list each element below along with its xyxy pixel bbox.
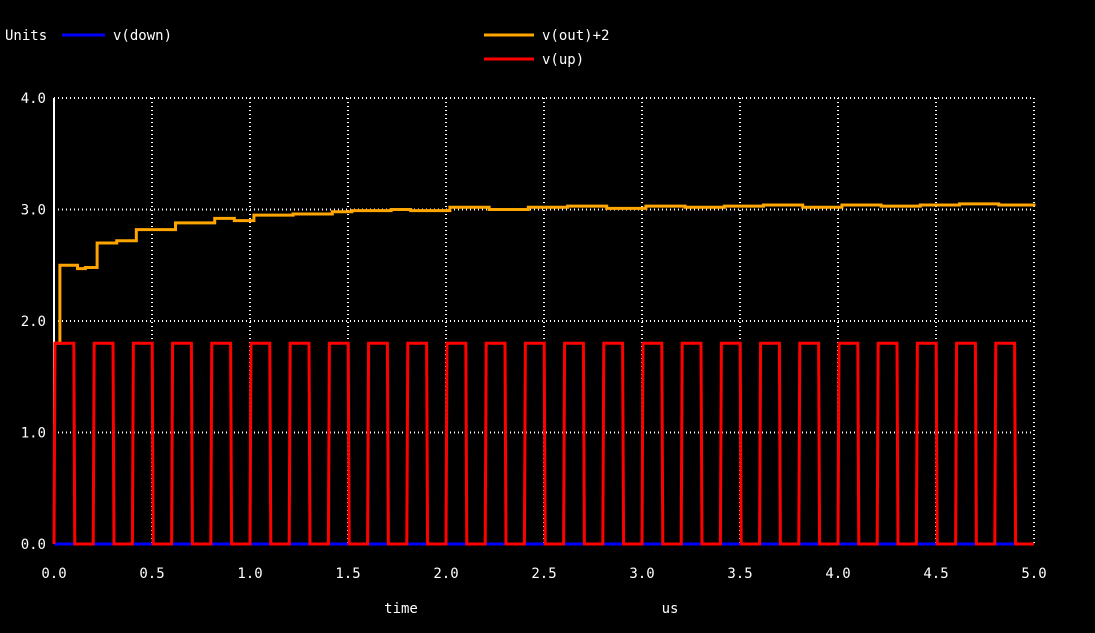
series-line-v-out-2 bbox=[54, 202, 1036, 345]
legend-label-v-up: v(up) bbox=[542, 52, 584, 68]
x-tick-label: 2.5 bbox=[531, 566, 556, 582]
legend-label-v-down: v(down) bbox=[113, 28, 172, 44]
label-layer: Units v(down) v(out)+2 v(up) time us bbox=[5, 28, 678, 617]
x-tick-label: 1.5 bbox=[335, 566, 360, 582]
x-tick-label: 0.0 bbox=[41, 566, 66, 582]
x-tick-label: 4.5 bbox=[923, 566, 948, 582]
y-axis-units-label: Units bbox=[5, 28, 47, 44]
y-tick-label: 0.0 bbox=[21, 537, 46, 553]
series-line-v-up bbox=[52, 341, 1034, 546]
x-axis-unit-label: us bbox=[662, 601, 679, 617]
axis-layer: 0.0 0.5 1.0 1.5 2.0 2.5 3.0 3.5 4.0 4.5 5.0 0.0 1.0 2… bbox=[21, 91, 1047, 582]
x-tick-label: 3.0 bbox=[629, 566, 654, 582]
y-tick-label: 4.0 bbox=[21, 91, 46, 107]
y-tick-label: 2.0 bbox=[21, 314, 46, 330]
series-layer bbox=[52, 202, 1036, 546]
y-tick-label: 3.0 bbox=[21, 203, 46, 219]
x-tick-label: 4.0 bbox=[825, 566, 850, 582]
x-tick-label: 0.5 bbox=[139, 566, 164, 582]
y-tick-label: 1.0 bbox=[21, 426, 46, 442]
legend-label-v-out: v(out)+2 bbox=[542, 28, 609, 44]
x-tick-label: 5.0 bbox=[1021, 566, 1046, 582]
x-tick-label: 3.5 bbox=[727, 566, 752, 582]
x-axis-label: time bbox=[384, 601, 418, 617]
x-tick-label: 2.0 bbox=[433, 566, 458, 582]
x-tick-label: 1.0 bbox=[237, 566, 262, 582]
